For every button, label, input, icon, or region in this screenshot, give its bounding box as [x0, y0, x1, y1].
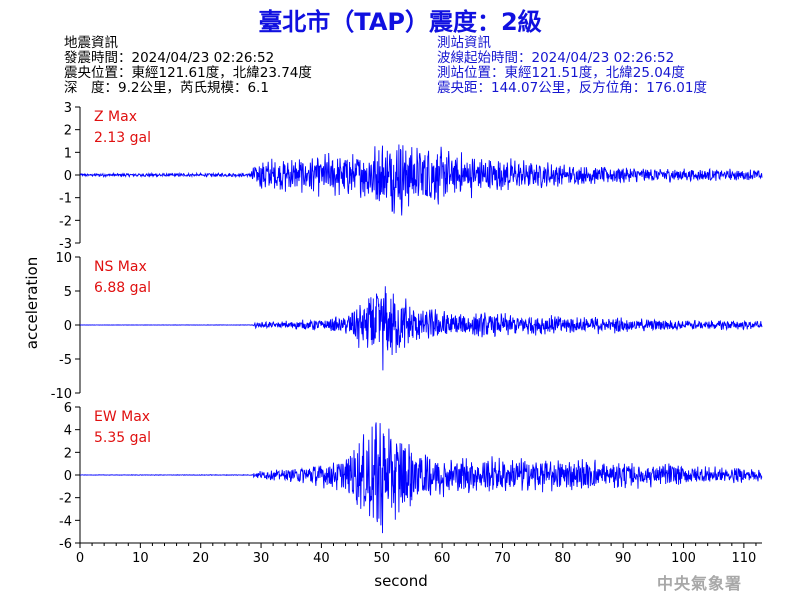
y-tick-label: -3	[59, 237, 72, 252]
x-tick-label: 40	[313, 551, 330, 566]
x-tick-label: 80	[555, 551, 572, 566]
x-tick-label: 70	[494, 551, 511, 566]
y-tick-label: 3	[64, 101, 72, 116]
y-tick-label: 2	[64, 446, 72, 461]
y-tick-label: 5	[64, 285, 72, 300]
x-tick-label: 20	[192, 551, 209, 566]
station-wave-start: 波線起始時間：2024/04/23 02:26:52	[437, 50, 675, 66]
y-axis-label: acceleration	[23, 257, 41, 349]
y-tick-label: -2	[59, 492, 72, 507]
waveform-z	[79, 144, 763, 216]
quake-epicenter: 震央位置：東經121.61度，北緯23.74度	[64, 65, 312, 81]
x-tick-label: 50	[373, 551, 390, 566]
quake-origin-time: 發震時間：2024/04/23 02:26:52	[64, 50, 275, 66]
waveform-ew	[79, 422, 763, 534]
x-tick-label: 100	[671, 551, 696, 566]
y-tick-label: -6	[59, 537, 72, 552]
x-tick-label: 90	[615, 551, 632, 566]
x-tick-label: 30	[253, 551, 270, 566]
station-distance-azimuth: 震央距：144.07公里，反方位角：176.01度	[437, 80, 707, 96]
quake-info-block: 地震資訊 發震時間：2024/04/23 02:26:52 震央位置：東經121…	[64, 36, 312, 96]
y-tick-label: 1	[64, 146, 72, 161]
y-tick-label: -5	[59, 353, 72, 368]
page-title: 臺北市（TAP）震度：2級	[258, 8, 542, 36]
y-tick-label: 4	[64, 424, 72, 439]
max-label-ew: EW Max	[94, 409, 150, 425]
max-value-ew: 5.35 gal	[94, 430, 151, 446]
y-tick-label: 0	[64, 169, 72, 184]
waveform-ns	[79, 286, 763, 371]
y-tick-label: -2	[59, 214, 72, 229]
watermark: 中央氣象署	[657, 574, 743, 593]
y-tick-label: -4	[59, 514, 72, 529]
y-tick-label: 2	[64, 124, 72, 139]
y-tick-label: 10	[55, 251, 72, 266]
quake-depth-magnitude: 深 度：9.2公里，芮氏規模：6.1	[64, 80, 269, 96]
quake-info-heading: 地震資訊	[64, 35, 118, 51]
station-location: 測站位置：東經121.51度，北緯25.04度	[437, 65, 685, 81]
x-tick-label: 10	[132, 551, 149, 566]
x-tick-label: 60	[434, 551, 451, 566]
max-value-z: 2.13 gal	[94, 130, 151, 146]
y-tick-label: 0	[64, 469, 72, 484]
station-info-heading: 測站資訊	[437, 35, 491, 51]
station-info-block: 測站資訊 波線起始時間：2024/04/23 02:26:52 測站位置：東經1…	[437, 36, 707, 96]
max-value-ns: 6.88 gal	[94, 280, 151, 296]
max-label-ns: NS Max	[94, 259, 147, 275]
x-axis-label: second	[374, 572, 428, 590]
y-tick-label: 6	[64, 401, 72, 416]
y-tick-label: -1	[59, 192, 72, 207]
y-tick-label: -10	[51, 387, 72, 402]
x-tick-label: 110	[731, 551, 756, 566]
max-label-z: Z Max	[94, 109, 137, 125]
y-tick-label: 0	[64, 319, 72, 334]
x-tick-label: 0	[76, 551, 84, 566]
